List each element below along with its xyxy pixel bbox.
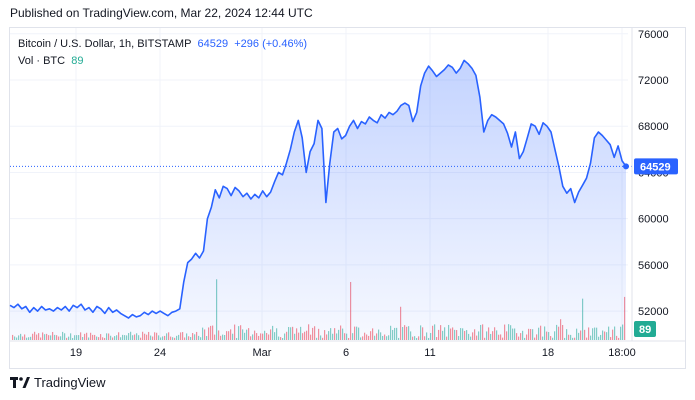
footer: TradingView [10,375,106,390]
volume-tag-label: 89 [639,324,651,336]
published-caption: Published on TradingView.com, Mar 22, 20… [10,6,313,20]
last-price-dot [623,163,629,170]
y-tick-label: 68000 [638,121,669,133]
legend-volume-label: Vol · BTC [18,55,66,67]
legend-symbol: Bitcoin / U.S. Dollar, 1h, BITSTAMP [18,38,192,50]
tradingview-logo-icon [10,376,30,388]
y-tick-label: 60000 [638,214,669,226]
chart-frame [9,27,686,369]
y-tick-label: 52000 [638,306,669,318]
x-tick-label: 11 [424,347,435,359]
legend-price: 64529 [197,38,229,50]
legend-symbol-row: Bitcoin / U.S. Dollar, 1h, BITSTAMP 6452… [18,36,307,53]
y-tick-label: 72000 [638,75,669,87]
x-tick-label: 18:00 [608,347,636,359]
y-tick-label: 56000 [638,260,669,272]
chart-legend: Bitcoin / U.S. Dollar, 1h, BITSTAMP 6452… [18,36,307,70]
price-line-series [9,59,627,319]
y-tick-label: 76000 [638,29,669,41]
legend-change: +296 (+0.46%) [234,38,308,50]
legend-volume-value: 89 [71,55,84,67]
x-tick-label: 19 [70,347,82,359]
volume-tag-box [634,321,656,337]
x-tick-label: 18 [542,347,554,359]
x-tick-label: 6 [343,347,349,359]
x-tick-label: Mar [253,347,272,359]
x-tick-label: 24 [154,347,166,359]
price-area-fill [10,60,626,341]
price-tag-label: 64529 [640,161,671,173]
footer-brand: TradingView [34,375,106,390]
legend-volume-row: Vol · BTC 89 [18,53,307,70]
price-tag-box [634,158,678,175]
